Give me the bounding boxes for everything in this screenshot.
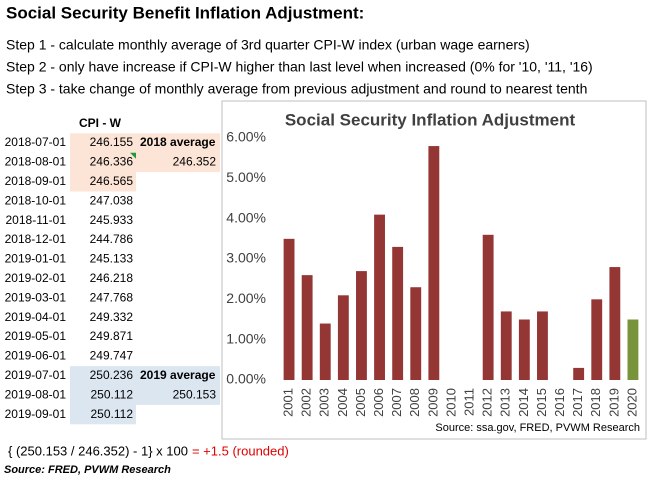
x-tick-label: 2013 <box>498 388 513 417</box>
x-tick-label: 2012 <box>480 388 495 417</box>
x-tick-label: 2005 <box>353 388 368 417</box>
bar <box>374 214 385 380</box>
bar <box>319 323 331 380</box>
date-cell: 2018-07-01 <box>5 135 67 149</box>
bar <box>283 238 295 380</box>
x-tick-label: 2007 <box>389 388 404 417</box>
bar <box>591 299 603 380</box>
bar <box>392 246 404 380</box>
x-tick-label: 2004 <box>335 388 350 417</box>
step: Step 3 - take change of monthly average … <box>6 81 587 97</box>
y-tick-label: 6.00% <box>226 129 266 145</box>
value-cell: 246.218 <box>90 271 134 285</box>
bar <box>627 319 639 380</box>
date-cell: 2019-08-01 <box>5 387 67 401</box>
page-title: Social Security Benefit Inflation Adjust… <box>6 3 364 22</box>
average-value: 250.153 <box>173 387 217 401</box>
value-cell: 246.565 <box>90 174 134 188</box>
value-cell: 250.236 <box>90 368 134 382</box>
date-cell: 2018-10-01 <box>5 193 67 207</box>
date-cell: 2019-06-01 <box>5 349 67 363</box>
x-tick-label: 2002 <box>299 388 314 417</box>
x-tick-label: 2001 <box>280 388 295 417</box>
value-cell: 249.332 <box>90 310 134 324</box>
bar <box>337 295 349 380</box>
value-cell: 247.768 <box>90 290 134 304</box>
date-cell: 2019-07-01 <box>5 368 67 382</box>
x-tick-label: 2020 <box>624 388 639 417</box>
value-cell: 245.933 <box>90 213 134 227</box>
bar <box>537 311 548 380</box>
date-cell: 2018-08-01 <box>5 155 67 169</box>
y-tick-label: 2.00% <box>226 290 266 306</box>
y-tick-label: 3.00% <box>226 250 266 266</box>
value-cell: 249.747 <box>90 349 134 363</box>
bar <box>428 146 440 380</box>
date-cell: 2019-05-01 <box>5 329 67 343</box>
date-cell: 2019-04-01 <box>5 310 67 324</box>
highlight <box>70 133 136 192</box>
value-cell: 246.336 <box>90 155 134 169</box>
x-tick-label: 2014 <box>516 388 531 417</box>
highlight <box>136 133 220 173</box>
date-cell: 2018-09-01 <box>5 174 67 188</box>
chart-title: Social Security Inflation Adjustment <box>285 110 576 129</box>
x-tick-label: 2016 <box>552 388 567 417</box>
average-value: 246.352 <box>173 155 217 169</box>
average-label: 2019 average <box>140 368 216 382</box>
average-label: 2018 average <box>140 135 216 149</box>
bar <box>410 287 422 380</box>
date-cell: 2018-12-01 <box>5 232 67 246</box>
bar <box>573 367 585 380</box>
y-tick-label: 4.00% <box>226 209 266 225</box>
y-tick-label: 5.00% <box>226 169 266 185</box>
bar <box>356 271 367 380</box>
bar <box>482 234 494 380</box>
x-tick-label: 2019 <box>606 388 621 417</box>
x-tick-label: 2018 <box>588 388 603 417</box>
value-cell: 250.112 <box>91 407 134 421</box>
comment-marker <box>130 152 136 159</box>
highlight <box>136 366 220 405</box>
x-tick-label: 2015 <box>534 388 549 417</box>
value-cell: 250.112 <box>91 387 134 401</box>
bar <box>518 319 530 380</box>
x-tick-label: 2010 <box>443 388 458 417</box>
formula-result: = +1.5 (rounded) <box>192 443 289 458</box>
x-tick-label: 2006 <box>371 388 386 417</box>
value-cell: 249.871 <box>90 329 134 343</box>
date-cell: 2018-11-01 <box>6 213 67 227</box>
date-cell: 2019-09-01 <box>5 407 67 421</box>
table-header: CPI - W <box>79 116 122 130</box>
value-cell: 247.038 <box>90 193 134 207</box>
step: Step 2 - only have increase if CPI-W hig… <box>6 59 593 75</box>
formula: { (250.153 / 246.352) - 1} x 100 <box>8 443 188 458</box>
date-cell: 2019-03-01 <box>5 290 67 304</box>
x-tick-label: 2017 <box>570 388 585 417</box>
value-cell: 246.155 <box>90 135 134 149</box>
bar <box>500 311 512 380</box>
y-tick-label: 0.00% <box>226 371 266 387</box>
bar <box>609 267 621 380</box>
value-cell: 244.786 <box>90 232 134 246</box>
step: Step 1 - calculate monthly average of 3r… <box>6 37 530 53</box>
x-tick-label: 2003 <box>317 388 332 417</box>
value-cell: 245.133 <box>90 252 134 266</box>
x-tick-label: 2009 <box>425 388 440 417</box>
x-tick-label: 2008 <box>407 388 422 417</box>
date-cell: 2019-01-01 <box>5 252 67 266</box>
bar <box>301 275 313 380</box>
highlight <box>70 366 136 425</box>
x-tick-label: 2011 <box>461 388 476 416</box>
chart-source: Source: ssa.gov, FRED, PVWM Research <box>435 422 640 434</box>
source: Source: FRED, PVWM Research <box>4 464 171 476</box>
y-tick-label: 1.00% <box>226 330 266 346</box>
date-cell: 2019-02-01 <box>5 271 67 285</box>
